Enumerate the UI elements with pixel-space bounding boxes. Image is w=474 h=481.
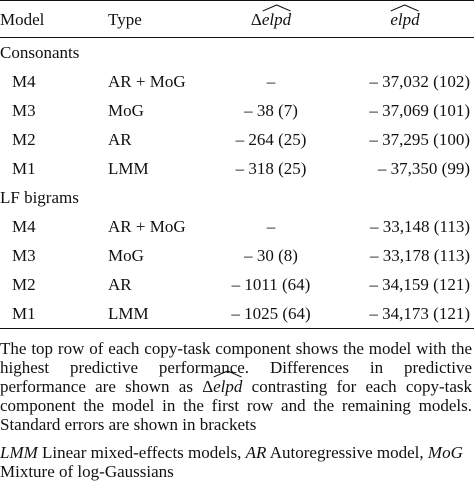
section-label-consonants: Consonants [0, 43, 80, 62]
cell-type: AR [108, 275, 132, 294]
cell-delta: – 264 (25) [235, 130, 307, 149]
elpd-hat-symbol: elpd [262, 3, 291, 28]
table-row: M1 LMM – 318 (25) – 37,350 (99) [0, 154, 474, 183]
cell-model: M4 [12, 72, 36, 91]
cell-type: LMM [108, 304, 149, 323]
cell-type: AR + MoG [108, 72, 186, 91]
cell-model: M1 [12, 304, 36, 323]
abbreviations-note: LMM Linear mixed-effects models, AR Auto… [0, 443, 463, 481]
table-row: M1 LMM – 1025 (64) – 34,173 (121) [0, 299, 474, 329]
section-header: LF bigrams [0, 183, 474, 212]
cell-type: LMM [108, 159, 149, 178]
table-row: M4 AR + MoG – – 33,148 (113) [0, 212, 474, 241]
table-row: M4 AR + MoG – – 37,032 (102) [0, 67, 474, 96]
table-row: M2 AR – 1011 (64) – 34,159 (121) [0, 270, 474, 299]
table-notes: The top row of each copy-task component … [0, 339, 472, 481]
table-footnote: The top row of each copy-task component … [0, 339, 472, 434]
section-header: Consonants [0, 38, 474, 67]
cell-elpd: – 37,032 (102) [369, 72, 470, 91]
elpd-hat-symbol: elpd [213, 370, 242, 396]
cell-elpd: – 37,069 (101) [369, 101, 470, 120]
cell-model: M2 [12, 275, 36, 294]
section-label-lf-bigrams: LF bigrams [0, 188, 79, 207]
cell-elpd: – 33,178 (113) [370, 246, 470, 265]
table-row: M2 AR – 264 (25) – 37,295 (100) [0, 125, 474, 154]
top-rule [0, 0, 474, 1]
elpd-hat-symbol: elpd [390, 3, 420, 28]
cell-elpd: – 37,350 (99) [377, 159, 470, 178]
cell-delta: – 38 (7) [244, 101, 298, 120]
cell-model: M3 [12, 246, 36, 265]
delta-symbol: Δ [250, 9, 262, 29]
cell-delta: – [266, 217, 276, 236]
cell-delta: – 1025 (64) [231, 304, 311, 323]
cell-elpd: – 34,159 (121) [369, 275, 470, 294]
header-elpd: elpd [340, 1, 474, 38]
cell-type: AR + MoG [108, 217, 186, 236]
cell-model: M2 [12, 130, 36, 149]
header-type: Type [108, 9, 142, 29]
header-rule [0, 37, 474, 38]
header-model: Model [0, 9, 45, 29]
cell-model: M4 [12, 217, 36, 236]
cell-elpd: – 37,295 (100) [369, 130, 470, 149]
cell-elpd: – 33,148 (113) [370, 217, 470, 236]
cell-type: AR [108, 130, 132, 149]
cell-delta: – 318 (25) [235, 159, 307, 178]
table-row: M3 MoG – 30 (8) – 33,178 (113) [0, 241, 474, 270]
cell-elpd: – 34,173 (121) [369, 304, 470, 323]
cell-delta: – [266, 72, 276, 91]
cell-type: MoG [108, 246, 144, 265]
table-row: M3 MoG – 38 (7) – 37,069 (101) [0, 96, 474, 125]
cell-delta: – 30 (8) [244, 246, 298, 265]
cell-model: M1 [12, 159, 36, 178]
bottom-rule [0, 328, 474, 329]
cell-model: M3 [12, 101, 36, 120]
cell-delta: – 1011 (64) [231, 275, 311, 294]
cell-type: MoG [108, 101, 144, 120]
